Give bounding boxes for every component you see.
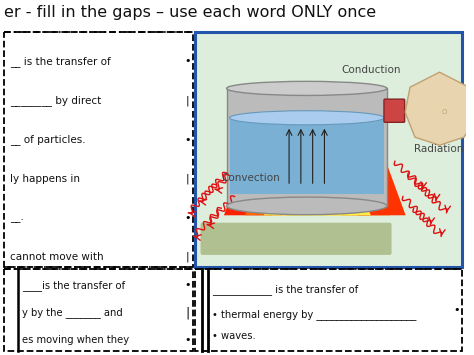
Text: y by the _______ and: y by the _______ and xyxy=(22,307,122,318)
Text: __ is the transfer of: __ is the transfer of xyxy=(10,56,110,67)
Text: •: • xyxy=(184,280,191,290)
Text: • thermal energy by ____________________: • thermal energy by ____________________ xyxy=(212,308,417,320)
Ellipse shape xyxy=(227,81,387,95)
Bar xyxy=(227,88,387,206)
Text: •: • xyxy=(184,56,191,66)
Text: •: • xyxy=(184,135,191,145)
Text: |: | xyxy=(186,252,190,262)
FancyBboxPatch shape xyxy=(201,223,392,255)
Polygon shape xyxy=(323,126,371,215)
Text: er - fill in the gaps – use each word ONLY once: er - fill in the gaps – use each word ON… xyxy=(4,5,376,20)
Text: Conduction: Conduction xyxy=(341,65,401,75)
Text: |: | xyxy=(186,95,190,106)
Text: Radiation: Radiation xyxy=(414,144,463,154)
Bar xyxy=(229,118,384,194)
Text: •: • xyxy=(184,335,191,345)
Polygon shape xyxy=(357,149,406,215)
Text: es moving when they: es moving when they xyxy=(22,335,129,345)
Bar xyxy=(4,32,192,267)
Polygon shape xyxy=(405,72,474,145)
Polygon shape xyxy=(224,149,272,215)
Bar xyxy=(4,269,192,351)
Text: |: | xyxy=(185,306,190,319)
Polygon shape xyxy=(264,131,312,215)
Text: ____________ is the transfer of: ____________ is the transfer of xyxy=(212,284,358,295)
Text: cannot move with: cannot move with xyxy=(10,252,103,262)
Text: __ of particles.: __ of particles. xyxy=(10,134,85,145)
Polygon shape xyxy=(283,157,331,215)
Ellipse shape xyxy=(229,111,384,125)
Text: • waves.: • waves. xyxy=(212,331,256,341)
Bar xyxy=(194,32,462,267)
Text: __.: __. xyxy=(10,213,24,223)
Polygon shape xyxy=(304,152,352,215)
Text: ________ by direct: ________ by direct xyxy=(10,95,101,106)
FancyBboxPatch shape xyxy=(384,99,405,122)
Text: •: • xyxy=(184,213,191,223)
Text: |: | xyxy=(186,174,190,184)
Polygon shape xyxy=(341,135,390,215)
Bar xyxy=(194,269,462,351)
Polygon shape xyxy=(264,164,312,215)
Ellipse shape xyxy=(227,197,387,215)
Text: ____is the transfer of: ____is the transfer of xyxy=(22,280,125,291)
Text: Convection: Convection xyxy=(221,173,280,183)
Polygon shape xyxy=(304,121,352,215)
Text: O: O xyxy=(442,109,447,115)
Polygon shape xyxy=(323,164,371,215)
Polygon shape xyxy=(245,140,293,215)
Polygon shape xyxy=(283,126,331,215)
Text: ly happens in: ly happens in xyxy=(10,174,80,184)
Text: •: • xyxy=(454,305,460,315)
